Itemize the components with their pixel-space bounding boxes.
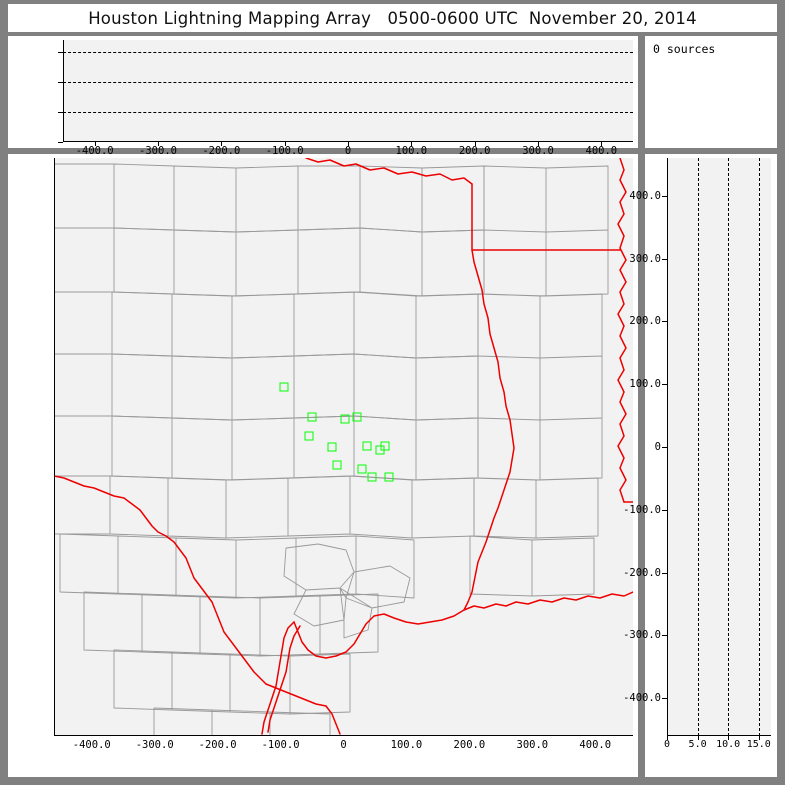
x-tick-label-300: 300.0 bbox=[516, 739, 549, 751]
y-tick-label--300: -300.0 bbox=[623, 629, 661, 642]
station-marker bbox=[327, 442, 337, 452]
y-tick-300 bbox=[662, 258, 667, 260]
x-axis-line bbox=[54, 735, 633, 736]
y-axis-line bbox=[667, 158, 668, 736]
station-marker bbox=[304, 431, 314, 441]
height-latitude-plot-area[interactable] bbox=[662, 158, 771, 740]
time-height-panel: 05.010.015.0 -400.0-300.0-200.0-100.0010… bbox=[8, 36, 638, 157]
x-tick-300 bbox=[538, 141, 539, 146]
plan-view-map-plot-area[interactable] bbox=[54, 158, 633, 736]
y-tick-10 bbox=[58, 82, 63, 83]
y-tick-label-0: 0 bbox=[654, 441, 661, 453]
x-tick-label-5: 5.0 bbox=[688, 739, 707, 750]
sources-count-panel: 0 sources bbox=[645, 36, 777, 148]
x-tick-label-200: 200.0 bbox=[453, 739, 486, 751]
plan-view-map-panel: -400.0 -300.0 -200.0 -100.0 0 100.0 200.0 300.0… bbox=[8, 154, 638, 777]
y-tick--100 bbox=[662, 509, 667, 511]
x-tick-label-15: 15.0 bbox=[746, 739, 771, 750]
y-tick-400 bbox=[662, 195, 667, 197]
gridline-h-10 bbox=[63, 82, 633, 83]
x-tick-0 bbox=[348, 141, 349, 146]
x-tick--100 bbox=[284, 141, 286, 146]
x-tick-label-0: 0 bbox=[340, 739, 347, 751]
x-tick-5 bbox=[697, 735, 699, 740]
station-marker bbox=[332, 460, 342, 470]
x-tick-0 bbox=[667, 735, 668, 740]
y-tick-0 bbox=[662, 447, 667, 448]
y-tick-0 bbox=[58, 142, 63, 143]
y-tick-label-200: 200.0 bbox=[629, 315, 661, 328]
sources-count-label: 0 sources bbox=[653, 42, 716, 56]
time-height-plot-area[interactable] bbox=[58, 40, 633, 146]
y-tick--300 bbox=[662, 635, 667, 637]
y-axis-line bbox=[54, 158, 55, 736]
x-tick-label--100: -100.0 bbox=[261, 739, 300, 751]
x-tick-200 bbox=[474, 141, 476, 146]
y-tick--200 bbox=[662, 572, 667, 574]
station-marker bbox=[307, 412, 317, 422]
x-tick-label-10: 10.0 bbox=[716, 739, 741, 750]
station-marker bbox=[362, 441, 372, 451]
y-axis-line bbox=[63, 40, 64, 142]
x-tick-10 bbox=[728, 735, 730, 740]
y-tick-100 bbox=[662, 384, 667, 386]
station-marker bbox=[340, 414, 350, 424]
x-tick-label-0: 0 bbox=[344, 145, 352, 157]
gridline-v-15 bbox=[758, 158, 760, 736]
page-title: Houston Lightning Mapping Array 0500-060… bbox=[88, 8, 697, 28]
gridline-h-15 bbox=[63, 52, 633, 53]
gridline-v-10 bbox=[728, 158, 730, 736]
x-tick--300 bbox=[158, 141, 159, 146]
x-tick-label--400: -400.0 bbox=[72, 739, 111, 751]
height-latitude-panel: -400.0 -300.0 -200.0 -100.0 0 100.0 200.0 300.0… bbox=[623, 154, 777, 777]
y-tick--400 bbox=[662, 698, 667, 700]
y-tick-label--400: -400.0 bbox=[623, 692, 661, 705]
x-tick-label--200: -200.0 bbox=[198, 739, 237, 751]
x-tick-15 bbox=[758, 735, 760, 740]
station-marker bbox=[384, 472, 394, 482]
station-marker bbox=[352, 412, 362, 422]
station-marker bbox=[357, 464, 367, 474]
y-tick-label-100: 100.0 bbox=[629, 378, 661, 391]
x-tick-label--300: -300.0 bbox=[135, 739, 174, 751]
x-tick-label-100: 100.0 bbox=[390, 739, 423, 751]
station-marker bbox=[279, 382, 289, 392]
y-tick-label-300: 300.0 bbox=[629, 252, 661, 265]
y-tick-label-400: 400.0 bbox=[629, 189, 661, 202]
x-tick-label-400: 400.0 bbox=[579, 739, 612, 751]
y-tick-200 bbox=[662, 321, 667, 323]
x-tick-100 bbox=[411, 141, 413, 146]
x-axis-line bbox=[667, 735, 771, 736]
title-bar: Houston Lightning Mapping Array 0500-060… bbox=[8, 4, 777, 32]
x-tick--200 bbox=[221, 141, 223, 146]
x-tick-400 bbox=[601, 141, 603, 146]
x-tick--400 bbox=[94, 141, 96, 146]
gridline-h-5 bbox=[63, 112, 633, 113]
station-marker bbox=[367, 472, 377, 482]
gridline-v-5 bbox=[697, 158, 699, 736]
y-tick-15 bbox=[58, 52, 63, 53]
station-marker bbox=[380, 441, 390, 451]
x-tick-label-0: 0 bbox=[663, 739, 671, 750]
y-tick-5 bbox=[58, 112, 63, 113]
basemap-geography bbox=[54, 158, 633, 736]
y-tick-label--100: -100.0 bbox=[623, 503, 661, 516]
y-tick-label--200: -200.0 bbox=[623, 566, 661, 579]
